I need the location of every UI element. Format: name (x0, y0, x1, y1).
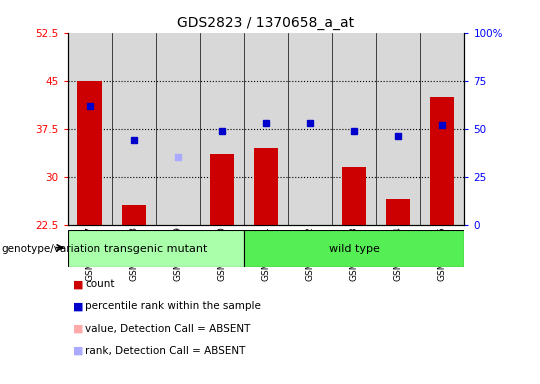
Text: ■: ■ (73, 324, 83, 334)
Text: wild type: wild type (329, 243, 380, 254)
Text: ■: ■ (73, 301, 83, 311)
Bar (386, 199, 410, 225)
Bar (254, 148, 278, 225)
Text: ■: ■ (73, 279, 83, 289)
Text: genotype/variation: genotype/variation (1, 244, 100, 254)
Bar (77, 81, 102, 225)
Text: rank, Detection Call = ABSENT: rank, Detection Call = ABSENT (85, 346, 246, 356)
Bar (68, 230, 244, 267)
Text: transgenic mutant: transgenic mutant (104, 243, 207, 254)
Title: GDS2823 / 1370658_a_at: GDS2823 / 1370658_a_at (177, 16, 355, 30)
Bar (244, 230, 464, 267)
Text: ■: ■ (73, 346, 83, 356)
Bar (210, 154, 234, 225)
Text: value, Detection Call = ABSENT: value, Detection Call = ABSENT (85, 324, 251, 334)
Text: count: count (85, 279, 115, 289)
Bar (430, 97, 455, 225)
Bar (122, 205, 146, 225)
Text: percentile rank within the sample: percentile rank within the sample (85, 301, 261, 311)
Bar (342, 167, 366, 225)
